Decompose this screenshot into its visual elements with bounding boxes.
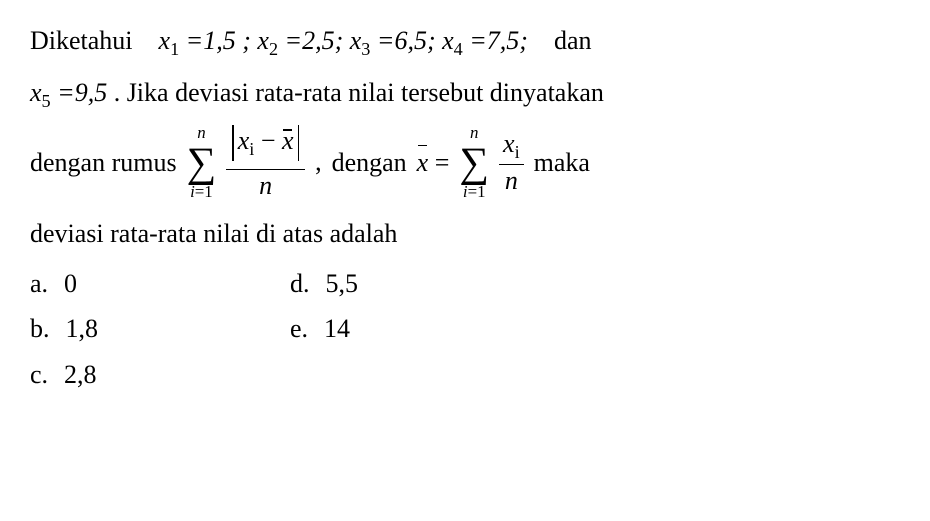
text-dengan-rumus: dengan rumus — [30, 142, 177, 184]
fraction-2: xi n — [499, 130, 524, 196]
fraction-1: xi − x n — [226, 125, 305, 201]
option-e: e. 14 — [290, 308, 550, 350]
xbar-eq: x = — [417, 142, 450, 184]
sigma-icon: n ∑ i=1 — [187, 125, 217, 200]
option-c: c. 2,8 — [30, 354, 290, 396]
sigma-icon-2: n ∑ i=1 — [459, 125, 489, 200]
text-dan: dan — [554, 26, 592, 55]
text-maka: maka — [534, 142, 590, 184]
answer-options: a. 0 d. 5,5 b. 1,8 e. 14 c. 2,8 — [30, 263, 550, 396]
text-line2: . Jika deviasi rata-rata nilai tersebut … — [114, 78, 604, 107]
problem-line-2: x5 =9,5 . Jika deviasi rata-rata nilai t… — [30, 72, 900, 116]
text-diketahui: Diketahui — [30, 26, 133, 55]
text-dengan: dengan — [332, 142, 407, 184]
abs-bars: xi − x — [230, 125, 301, 161]
option-b: b. 1,8 — [30, 308, 290, 350]
problem-line-4: deviasi rata-rata nilai di atas adalah — [30, 213, 900, 255]
option-d: d. 5,5 — [290, 263, 550, 305]
problem-line-1: Diketahui x1 =1,5 ; x2 =2,5; x3 =6,5; x4… — [30, 20, 900, 64]
problem-line-3: dengan rumus n ∑ i=1 xi − x n , dengan x… — [30, 125, 900, 201]
option-a: a. 0 — [30, 263, 290, 305]
